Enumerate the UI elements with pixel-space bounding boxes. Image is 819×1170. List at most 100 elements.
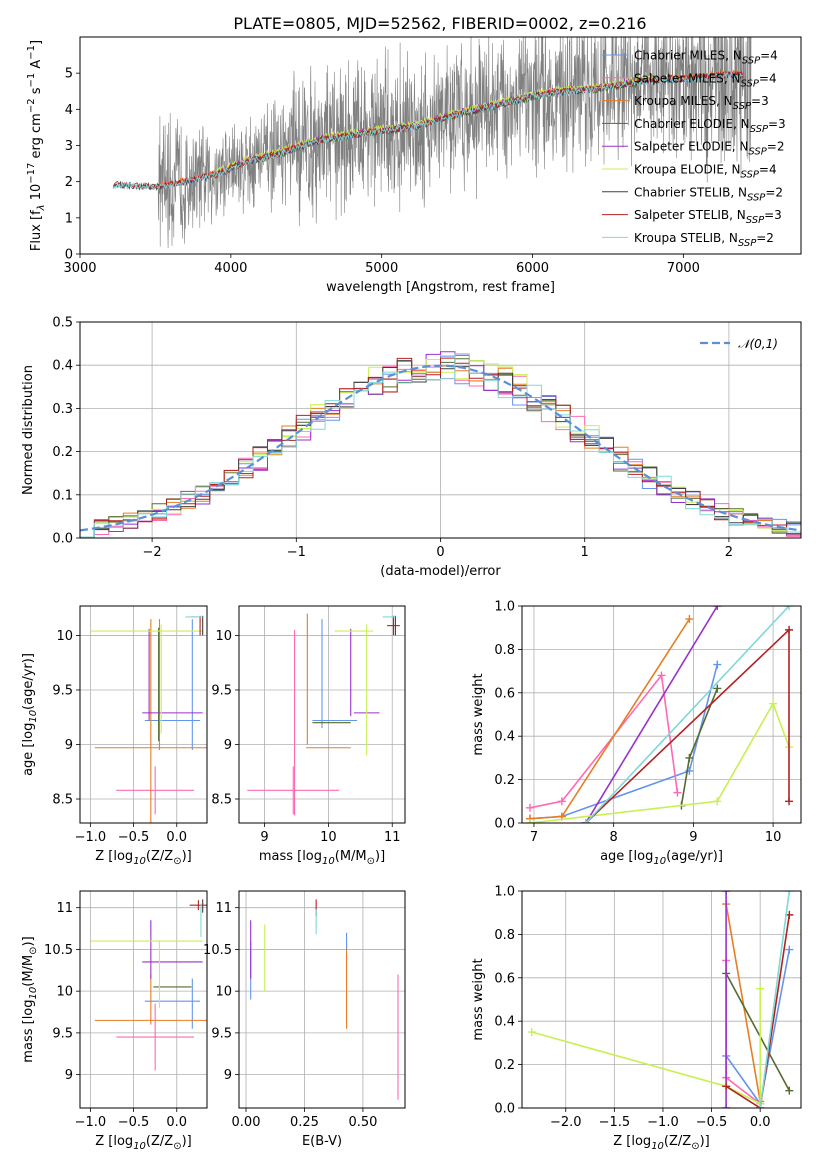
mass-weight-line <box>759 891 791 1108</box>
axes-frame <box>79 890 208 1109</box>
y-axis-label: mass weight <box>471 958 486 1040</box>
mass-weight-line <box>725 914 791 1108</box>
mass-weight-line <box>725 903 761 1102</box>
mass-weight-marker <box>685 753 694 762</box>
x-axis-label: wavelength [Angstrom, rest frame] <box>326 280 555 295</box>
mass-weight-marker <box>525 819 534 823</box>
y-tick-label: 10 <box>215 629 232 644</box>
age_vs_Z-plot-area <box>80 606 207 823</box>
x-axis-label: (data-model)/error <box>380 564 501 579</box>
x-tick-label: 1 <box>581 545 589 560</box>
y-tick-label: 1.0 <box>494 600 515 615</box>
y-axis-label: mass weight <box>471 673 486 755</box>
x-tick-label: 0.0 <box>166 1115 187 1130</box>
x-tick-label: 10 <box>320 830 337 845</box>
legend-entry: Salpeter STELIB, NSSP​=3 <box>634 208 782 226</box>
x-tick-label: 7 <box>530 830 538 845</box>
x-tick-label: −2.0 <box>550 1115 582 1130</box>
y-tick-label: 10 <box>56 985 73 1000</box>
y-tick-label: 0.2 <box>52 445 73 460</box>
mass_vs_EBV-panel: 0.00 0.25 0.50 9 9.5 10 10.5 11 E(B-V) <box>203 890 406 1149</box>
x-axis-label: age [log10​(age/yr)] <box>600 849 723 867</box>
errorbar-point <box>387 615 400 636</box>
spectrum-plot-area <box>112 37 752 249</box>
mass-weight-marker <box>756 984 765 993</box>
residual-legend: 𝒩(0,1) <box>700 337 778 351</box>
y-tick-label: 0.8 <box>494 643 515 658</box>
axes-frame <box>79 321 802 539</box>
y-tick-label: 8.5 <box>211 793 232 808</box>
mass-weight-marker <box>785 797 794 806</box>
mass-weight-marker <box>769 699 778 708</box>
x-tick-label: 0.0 <box>166 830 187 845</box>
y-tick-label: 8.5 <box>52 793 73 808</box>
y-tick-label: 0.4 <box>52 359 73 374</box>
x-tick-label: 5000 <box>365 261 398 276</box>
y-tick-label: 0.6 <box>494 971 515 986</box>
model-spectrum-line <box>112 70 744 191</box>
y-tick-label: 9.5 <box>52 683 73 698</box>
x-tick-label: −1.5 <box>599 1115 631 1130</box>
mass-weight-line <box>680 688 719 806</box>
y-tick-label: 0.0 <box>494 817 515 832</box>
mass-weight-marker <box>557 797 566 806</box>
mass_vs_Z-plot-area <box>80 891 207 1108</box>
y-tick-label: 1.0 <box>494 885 515 900</box>
axes-frame <box>238 890 406 1109</box>
errorbar-point <box>116 766 195 815</box>
axes-frame <box>521 890 802 1109</box>
y-tick-label: 0.2 <box>494 1058 515 1073</box>
mass-weight-marker <box>785 606 794 610</box>
y-tick-label: 0.6 <box>494 686 515 701</box>
y-tick-label: 5 <box>65 67 73 82</box>
y-tick-label: 9 <box>65 1068 73 1083</box>
mass-weight-marker <box>685 615 694 624</box>
y-tick-label: 9 <box>65 738 73 753</box>
mass-weight-line <box>529 664 719 820</box>
axes-frame <box>521 605 802 824</box>
y-tick-label: 1 <box>65 211 73 226</box>
legend-entry: Kroupa MILES, NSSP​=3 <box>634 94 769 112</box>
mass-weight-marker <box>713 684 722 693</box>
massweight_vs_age-plot-area <box>522 606 801 823</box>
mass-weight-marker <box>581 819 590 823</box>
axes-frame <box>79 36 802 255</box>
y-tick-label: 0.4 <box>494 730 515 745</box>
mass-weight-marker <box>713 660 722 669</box>
y-tick-label: 9.5 <box>52 1026 73 1041</box>
x-axis-label: mass [log10​(M/M⊙​)] <box>259 849 385 867</box>
legend-entry: Salpeter MILES, NSSP​=4 <box>634 71 777 89</box>
mass-weight-marker <box>722 1104 731 1108</box>
y-tick-label: 0.0 <box>494 1102 515 1117</box>
mass-weight-line <box>725 973 791 1091</box>
y-axis-label: age [log10​(age/yr)] <box>21 653 39 776</box>
y-axis-label: Flux [fλ​ 10−17​ erg cm−2​ s−1​ A−1​] <box>26 40 47 251</box>
residual-histogram-step <box>80 351 801 538</box>
y-tick-label: 9.5 <box>211 683 232 698</box>
x-tick-label: 11 <box>384 830 401 845</box>
errorbar-point <box>116 1003 195 1071</box>
x-tick-label: −1.0 <box>75 830 107 845</box>
mass-weight-marker <box>713 606 722 610</box>
y-tick-label: 10 <box>215 985 232 1000</box>
mass-weight-line <box>531 988 761 1106</box>
y-tick-label: 9.5 <box>211 1026 232 1041</box>
age_vs_Z-panel: −1.0 −0.5 0.0 8.5 9 9.5 10 Z [log10​(Z/Z⊙​)] age… <box>21 605 208 867</box>
residuals-plot-area <box>80 322 801 538</box>
y-tick-label: 0.4 <box>494 1015 515 1030</box>
legend-entry: Kroupa ELODIE, NSSP​=4 <box>634 163 777 181</box>
y-tick-label: 10 <box>56 629 73 644</box>
spectrum-panel: 3000 4000 5000 6000 7000 0 1 2 3 4 5 wavelength [An… <box>26 36 802 295</box>
x-tick-label: 7000 <box>667 261 700 276</box>
mass-weight-marker <box>527 1028 536 1037</box>
legend-entry: Chabrier MILES, NSSP​=4 <box>634 49 778 67</box>
age_vs_mass-panel: 9 10 11 8.5 9 9.5 10 mass [log10​(M/M⊙​)] <box>211 605 406 867</box>
x-tick-label: 9 <box>689 830 697 845</box>
x-tick-label: 9 <box>260 830 268 845</box>
y-tick-label: 2 <box>65 175 73 190</box>
mass-weight-marker <box>756 1104 765 1108</box>
model-spectrum-line <box>112 70 744 191</box>
x-axis-label: E(B-V) <box>302 1134 342 1149</box>
y-tick-label: 9 <box>224 738 232 753</box>
mass_vs_Z-panel: −1.0 −0.5 0.0 9 9.5 10 10.5 11 Z [log10​(Z/Z⊙​)]… <box>21 890 208 1152</box>
